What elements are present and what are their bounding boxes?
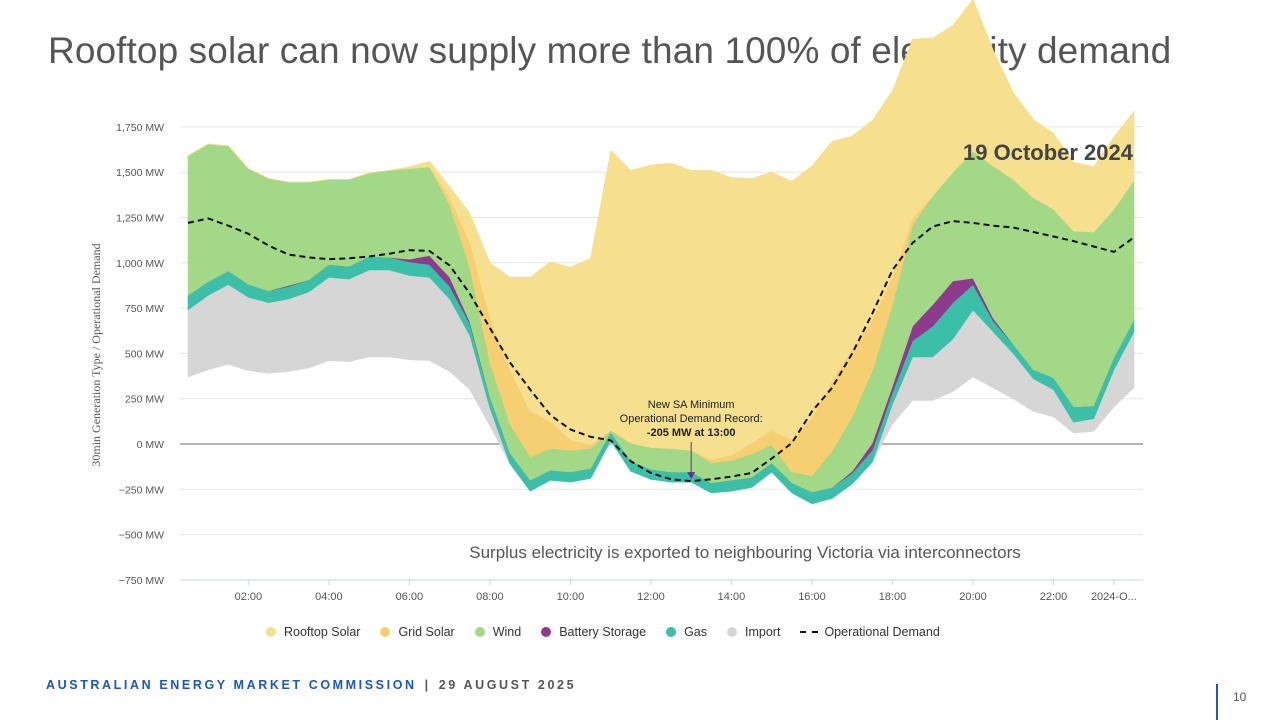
legend-item-wind[interactable]: Wind xyxy=(474,625,522,639)
y-tick-label: 250 MW xyxy=(125,394,164,406)
record-arrow-head xyxy=(687,472,696,480)
legend-swatch-operational-demand xyxy=(800,631,819,633)
x-tick-label: 16:00 xyxy=(798,591,826,603)
y-tick-label: 1,500 MW xyxy=(116,167,164,179)
y-tick-label: 500 MW xyxy=(125,348,164,360)
y-tick-label: −750 MW xyxy=(119,575,164,587)
legend-label: Rooftop Solar xyxy=(284,625,361,639)
line-operational-demand xyxy=(187,217,1135,483)
y-axis-label: 30min Generation Type / Operational Dema… xyxy=(89,243,103,466)
page-number: 10 xyxy=(1233,690,1247,704)
x-tick-label: 20:00 xyxy=(959,591,987,603)
legend-item-import[interactable]: Import xyxy=(727,625,780,639)
x-tick-label: 2024-O... xyxy=(1091,591,1137,603)
x-tick-label: 08:00 xyxy=(476,591,504,603)
chart-annotations: New SA Minimum Operational Demand Record:… xyxy=(469,399,1021,562)
chart-lines xyxy=(187,217,1135,483)
legend-label: Wind xyxy=(492,625,522,639)
x-tick-label: 14:00 xyxy=(718,591,746,603)
legend-item-grid-solar[interactable]: Grid Solar xyxy=(380,625,455,639)
y-tick-label: 0 MW xyxy=(137,439,165,451)
x-tick-label: 12:00 xyxy=(637,591,665,603)
legend-swatch-gas xyxy=(666,627,677,637)
footer-organisation: AUSTRALIAN ENERGY MARKET COMMISSION xyxy=(46,678,417,692)
footer: AUSTRALIAN ENERGY MARKET COMMISSION | 29 A… xyxy=(46,678,576,692)
legend-swatch-battery-storage xyxy=(541,627,552,637)
y-tick-label: 1,250 MW xyxy=(116,213,164,225)
footer-separator: | xyxy=(424,678,431,692)
footer-date: 29 AUGUST 2025 xyxy=(438,678,577,692)
x-tick-label: 18:00 xyxy=(879,591,907,603)
y-tick-label: −500 MW xyxy=(119,530,164,542)
y-tick-label: 1,750 MW xyxy=(116,122,164,134)
record-annotation-line: Operational Demand Record: xyxy=(620,413,763,425)
legend-label: Battery Storage xyxy=(559,625,647,639)
legend-item-operational-demand[interactable]: Operational Demand xyxy=(800,625,940,639)
x-tick-label: 04:00 xyxy=(315,591,343,603)
legend-label: Operational Demand xyxy=(824,625,940,639)
chart-legend: Rooftop Solar Grid Solar Wind Battery St… xyxy=(266,625,960,639)
legend-swatch-wind xyxy=(474,627,485,637)
surplus-export-note: Surplus electricity is exported to neigh… xyxy=(469,543,1021,562)
legend-label: Gas xyxy=(684,625,707,639)
chart-axes: −750 MW −500 MW −250 MW 0 MW 250 MW 500 MW 750… xyxy=(116,122,1143,603)
legend-swatch-rooftop-solar xyxy=(266,627,276,637)
x-tick-label: 10:00 xyxy=(557,591,585,603)
y-tick-label: 750 MW xyxy=(125,303,164,315)
legend-item-rooftop-solar[interactable]: Rooftop Solar xyxy=(266,625,360,639)
legend-item-gas[interactable]: Gas xyxy=(666,625,707,639)
legend-swatch-grid-solar xyxy=(380,627,391,637)
x-tick-label: 22:00 xyxy=(1040,591,1068,603)
legend-item-battery-storage[interactable]: Battery Storage xyxy=(541,625,646,639)
chart-areas xyxy=(187,0,1135,505)
record-annotation-line: New SA Minimum xyxy=(648,399,735,411)
legend-swatch-import xyxy=(727,627,737,637)
x-tick-label: 02:00 xyxy=(235,591,263,603)
legend-label: Import xyxy=(745,625,781,639)
y-tick-label: −250 MW xyxy=(119,484,164,496)
y-tick-label: 1,000 MW xyxy=(116,258,164,270)
chart-date-title: 19 October 2024 xyxy=(963,140,1134,165)
area-rooftop-solar xyxy=(187,0,1135,460)
x-tick-label: 06:00 xyxy=(396,591,424,603)
legend-label: Grid Solar xyxy=(398,625,455,639)
page-number-bar xyxy=(1216,684,1218,720)
record-annotation-line: -205 MW at 13:00 xyxy=(647,427,736,439)
